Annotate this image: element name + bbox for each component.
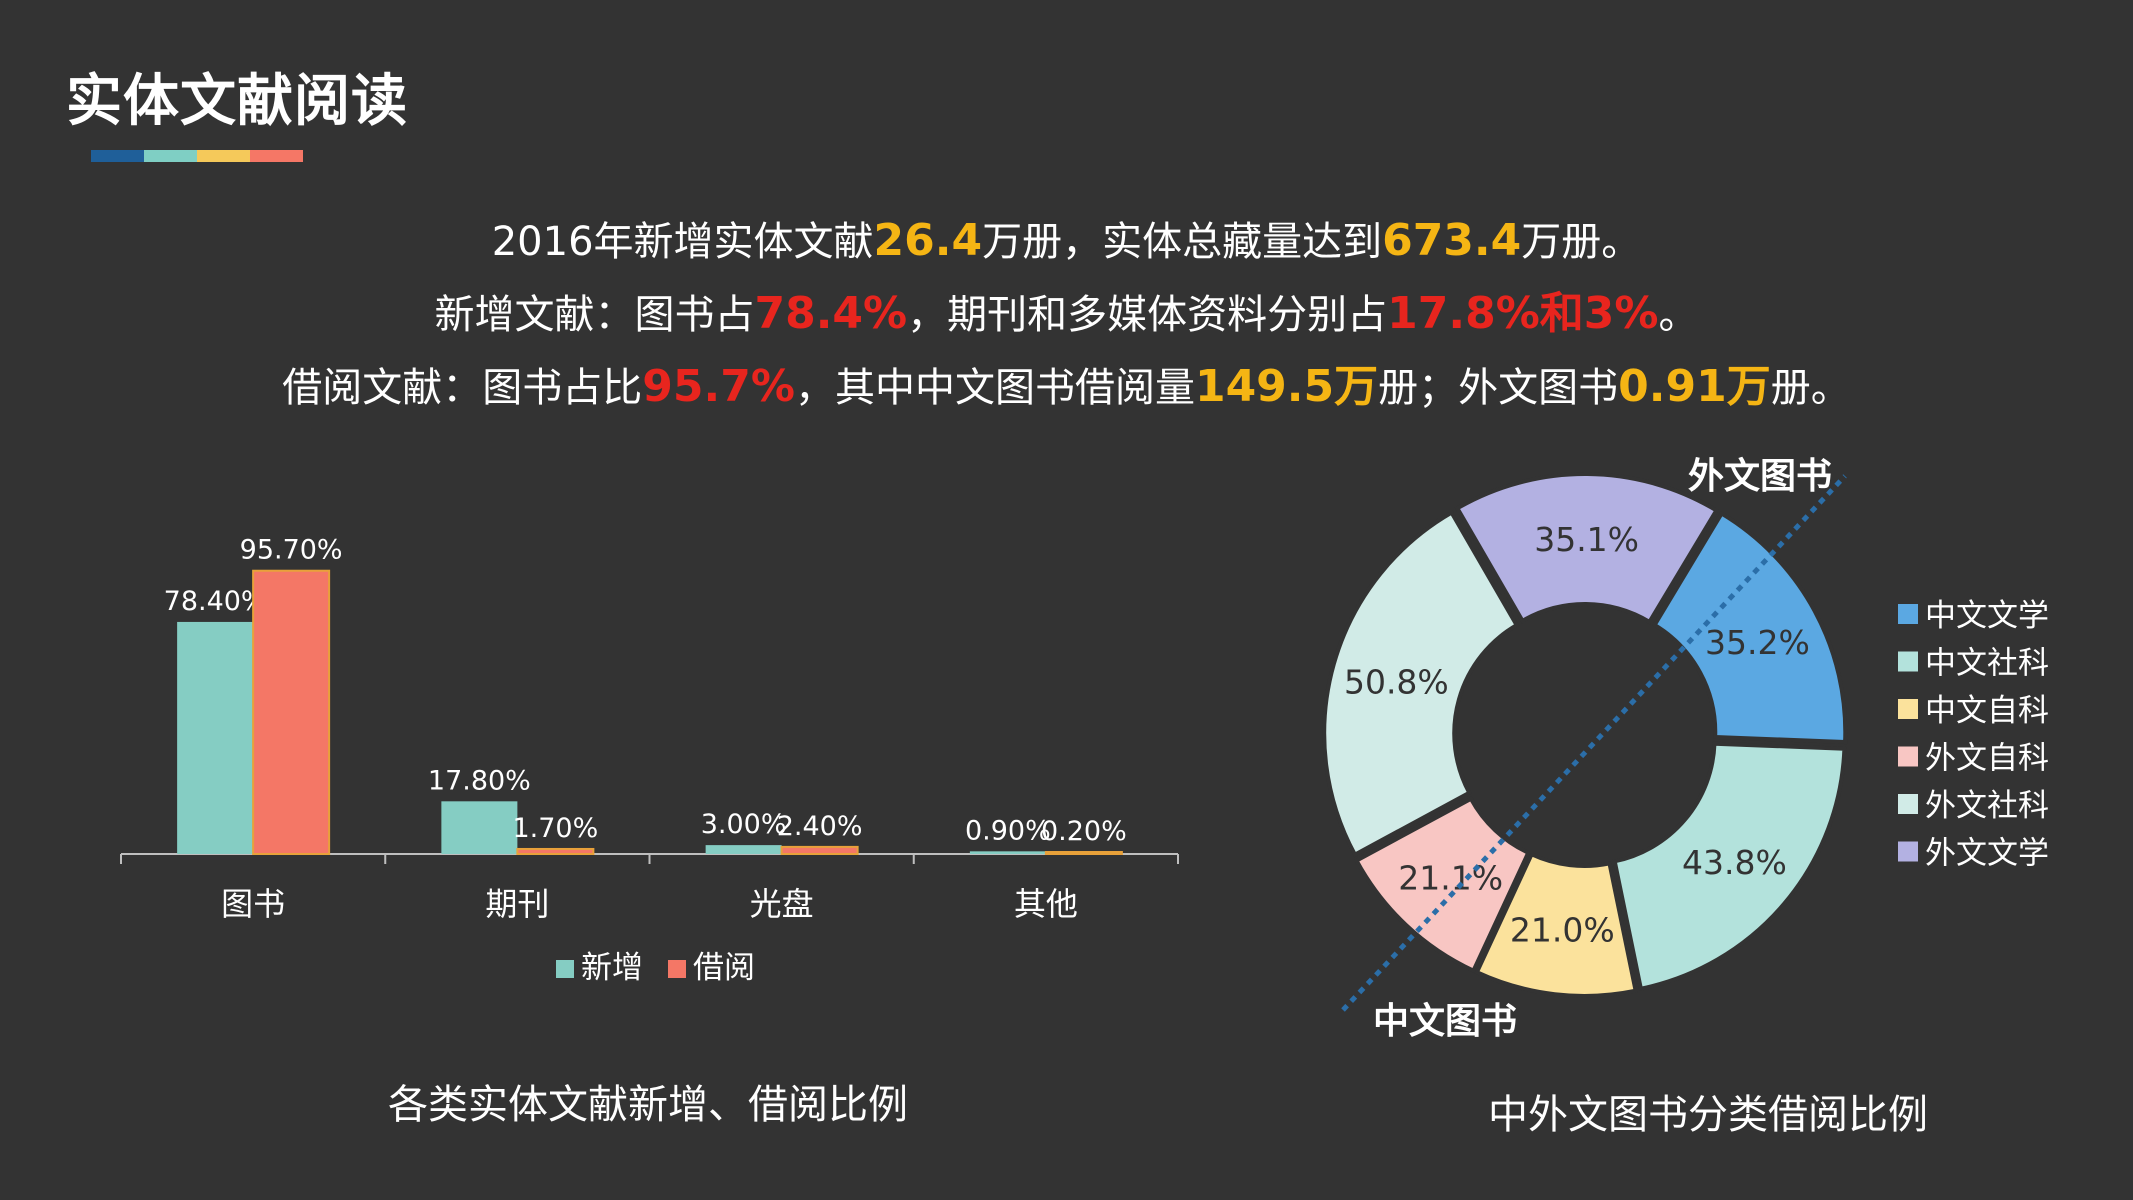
bar-borrow	[780, 845, 859, 855]
summary-highlight: 17.8%和3%	[1387, 288, 1659, 339]
legend-swatch	[1898, 746, 1918, 767]
legend-label: 新增	[581, 950, 643, 986]
legend-swatch	[1898, 604, 1918, 624]
summary-line-2: 新增文献：图书占78.4%，期刊和多媒体资料分别占17.8%和3%。	[0, 278, 2133, 351]
legend-swatch	[1898, 651, 1918, 672]
summary-text-segment: 万册。	[1521, 219, 1642, 265]
summary-text: 2016年新增实体文献26.4万册，实体总藏量达到673.4万册。 新增文献：图…	[0, 205, 2133, 424]
x-tick-label: 图书	[221, 885, 285, 923]
accent-segment-blue	[91, 150, 144, 162]
bar-data-label: 78.40%	[164, 586, 267, 617]
legend-swatch	[1898, 699, 1918, 719]
legend-label: 外文社科	[1925, 788, 2049, 824]
bar-data-label: 2.40%	[777, 811, 863, 842]
donut-data-label: 50.8%	[1344, 663, 1449, 702]
summary-text-segment: 册。	[1770, 365, 1851, 411]
donut-chart-caption: 中外文图书分类借阅比例	[1488, 1092, 1928, 1138]
summary-line-3: 借阅文献：图书占比95.7%，其中中文图书借阅量149.5万册；外文图书0.91…	[0, 351, 2133, 424]
summary-text-segment: ，期刊和多媒体资料分别占	[907, 292, 1388, 338]
summary-text-segment: 万册，实体总藏量达到	[982, 219, 1383, 265]
donut-divider-line	[1341, 474, 1847, 1012]
legend-label: 中文自科	[1925, 693, 2049, 729]
donut-slice	[1322, 509, 1520, 858]
summary-text-segment: 。	[1658, 292, 1699, 338]
bar-chart-caption: 各类实体文献新增、借阅比例	[388, 1082, 908, 1128]
donut-slice	[1474, 851, 1638, 998]
summary-text-segment: ，其中中文图书借阅量	[794, 365, 1195, 411]
summary-highlight: 0.91万	[1618, 361, 1771, 412]
legend-label: 外文自科	[1925, 741, 2049, 777]
donut-data-label: 21.1%	[1398, 859, 1503, 898]
bar-borrow	[516, 847, 595, 856]
legend-label: 中文社科	[1925, 646, 2049, 682]
legend-label: 外文文学	[1925, 836, 2049, 872]
bar-data-label: 3.00%	[701, 809, 787, 840]
bar-borrow	[1044, 851, 1123, 855]
bar-new	[969, 851, 1046, 854]
legend-swatch	[1898, 794, 1918, 814]
bar-borrow	[252, 569, 331, 856]
donut-slice	[1454, 472, 1720, 625]
donut-slice	[1612, 741, 1847, 992]
donut-slice	[1651, 510, 1848, 745]
summary-text-segment: 借阅文献：图书占比	[282, 365, 643, 411]
donut-data-label: 35.1%	[1534, 520, 1639, 559]
donut-data-label: 35.2%	[1705, 623, 1810, 662]
summary-text-segment: 册；外文图书	[1378, 365, 1619, 411]
bar-data-label: 0.90%	[965, 815, 1051, 846]
chinese-books-group-label: 中文图书	[1373, 1001, 1517, 1042]
legend-swatch	[1898, 841, 1918, 862]
page-title: 实体文献阅读	[66, 69, 408, 134]
legend-swatch	[668, 960, 686, 978]
summary-highlight: 149.5万	[1194, 361, 1379, 412]
summary-highlight: 95.7%	[642, 361, 795, 412]
legend-swatch	[556, 960, 574, 978]
accent-segment-yellow	[197, 150, 250, 162]
bar-new	[441, 801, 518, 854]
title-accent-bar	[91, 150, 303, 162]
legend-label: 借阅	[693, 950, 755, 986]
donut-data-label: 21.0%	[1510, 911, 1615, 950]
bar-new	[705, 845, 782, 854]
summary-text-segment: 新增文献：图书占	[434, 292, 755, 338]
bar-data-label: 0.20%	[1041, 816, 1127, 847]
bar-data-label: 1.70%	[512, 813, 598, 844]
accent-segment-teal	[144, 150, 197, 162]
summary-highlight: 673.4	[1382, 215, 1522, 266]
x-tick-label: 期刊	[485, 885, 549, 923]
bar-data-label: 95.70%	[240, 535, 343, 566]
bar-new	[177, 621, 254, 854]
x-tick-label: 光盘	[750, 885, 814, 923]
x-tick-label: 其他	[1014, 885, 1078, 923]
summary-text-segment: 2016年新增实体文献	[491, 219, 874, 265]
bar-data-label: 17.80%	[428, 765, 531, 796]
donut-data-label: 43.8%	[1682, 843, 1787, 882]
accent-segment-red	[250, 150, 303, 162]
summary-highlight: 78.4%	[754, 288, 908, 339]
donut-slice	[1353, 796, 1531, 974]
summary-line-1: 2016年新增实体文献26.4万册，实体总藏量达到673.4万册。	[0, 205, 2133, 278]
foreign-books-group-label: 外文图书	[1688, 456, 1832, 497]
summary-highlight: 26.4	[873, 215, 983, 266]
legend-label: 中文文学	[1925, 598, 2049, 634]
